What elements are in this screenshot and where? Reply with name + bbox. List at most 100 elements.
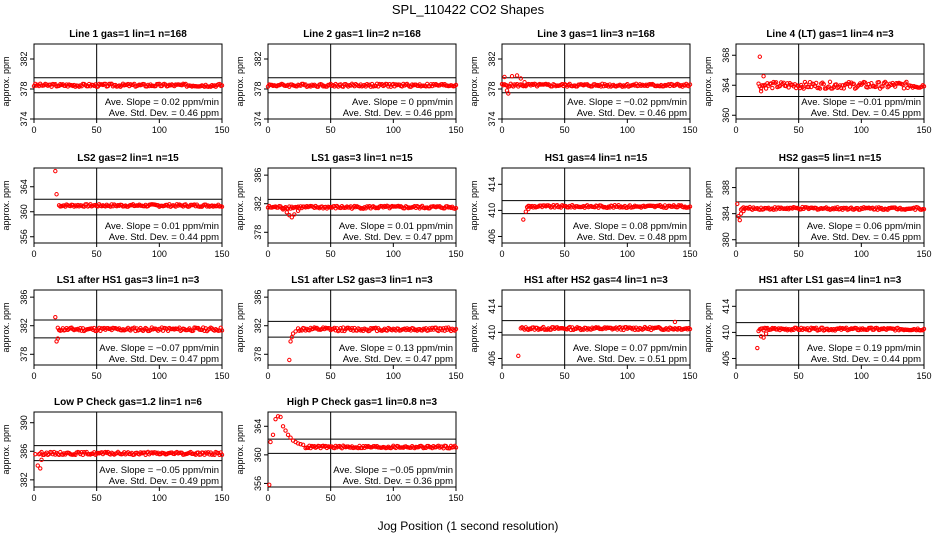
x-tick-label: 100 — [386, 125, 401, 135]
x-tick-label: 0 — [733, 371, 738, 381]
slope-annotation: Ave. Slope = −0.05 ppm/min — [99, 465, 219, 476]
chart-svg: LS1 after LS2 gas=3 lin=1 n=3 0 50 100 150 37… — [235, 275, 464, 381]
data-point — [755, 345, 760, 351]
x-tick-label: 150 — [682, 249, 697, 259]
data-point — [283, 428, 288, 433]
chart-svg: Low P Check gas=1.2 lin=1 n=6 0 50 100 150 38… — [1, 397, 230, 503]
data-point — [756, 328, 761, 334]
x-tick-label: 100 — [152, 125, 167, 135]
plot-frame — [267, 43, 457, 120]
chart-panel: HS1 after HS2 gas=4 lin=1 n=3 0 50 100 150 40… — [468, 270, 702, 400]
chart-panel: Line 2 gas=1 lin=2 n=168 0 50 100 150 374 378 3… — [234, 24, 468, 154]
y-tick-label: 380 — [721, 232, 731, 247]
y-tick-label: 406 — [487, 229, 497, 244]
data-point — [770, 85, 775, 91]
data-point — [737, 217, 742, 223]
x-tick-label: 100 — [854, 125, 869, 135]
stddev-annotation: Ave. Std. Dev. = 0.45 ppm — [811, 232, 921, 243]
chart-panel: HS1 gas=4 lin=1 n=15 0 50 100 150 406 410 414 ap… — [468, 148, 702, 278]
chart-panel: HS2 gas=5 lin=1 n=15 0 50 100 150 380 384 388 ap… — [702, 148, 936, 278]
y-tick-label: 378 — [253, 81, 263, 96]
data-point — [846, 80, 852, 85]
x-tick-label: 150 — [916, 371, 931, 381]
slope-annotation: Ave. Slope = 0.07 ppm/min — [573, 343, 687, 354]
x-tick-label: 150 — [214, 125, 229, 135]
slope-annotation: Ave. Slope = 0.01 ppm/min — [339, 221, 453, 232]
chart-svg: Line 1 gas=1 lin=1 n=168 0 50 100 150 374 378 3… — [1, 29, 230, 135]
data-point — [273, 416, 278, 422]
y-tick-label: 382 — [19, 318, 29, 333]
chart-title: Line 2 gas=1 lin=2 n=168 — [303, 29, 421, 40]
data-point — [268, 439, 273, 445]
data-point — [827, 79, 833, 85]
data-point — [453, 445, 459, 450]
y-tick-label: 382 — [253, 318, 263, 333]
data-point — [33, 451, 38, 457]
chart-title: Line 4 (LT) gas=1 lin=4 n=3 — [766, 29, 894, 40]
x-tick-label: 150 — [214, 493, 229, 503]
data-point — [817, 86, 823, 91]
data-point — [741, 208, 746, 214]
y-tick-label: 368 — [721, 48, 731, 63]
y-tick-label: 382 — [253, 196, 263, 211]
plot-frame — [501, 43, 691, 120]
y-tick-label: 386 — [19, 290, 29, 305]
x-tick-label: 50 — [92, 249, 102, 259]
chart-svg: Line 2 gas=1 lin=2 n=168 0 50 100 150 374 378 3… — [235, 29, 464, 135]
chart-svg: LS2 gas=2 lin=1 n=15 0 50 100 150 356 360 364 ap… — [1, 153, 230, 259]
y-tick-label: 414 — [721, 299, 731, 314]
x-tick-label: 150 — [214, 371, 229, 381]
x-tick-label: 150 — [214, 249, 229, 259]
data-point — [219, 83, 225, 88]
y-axis-label: approx. ppm — [1, 180, 11, 230]
chart-title: LS2 gas=2 lin=1 n=15 — [77, 153, 179, 164]
data-point — [275, 414, 281, 419]
y-tick-label: 406 — [721, 351, 731, 366]
x-tick-label: 0 — [265, 493, 270, 503]
data-point — [502, 74, 507, 80]
y-tick-label: 410 — [487, 203, 497, 218]
x-tick-label: 100 — [386, 371, 401, 381]
y-axis-label: approx. ppm — [1, 302, 11, 352]
data-point — [763, 86, 769, 91]
chart-svg: HS1 after LS1 gas=4 lin=1 n=3 0 50 100 150 40… — [703, 275, 932, 381]
data-point — [761, 335, 766, 340]
data-point — [518, 76, 523, 81]
x-tick-label: 0 — [31, 249, 36, 259]
data-point — [523, 209, 529, 214]
stddev-annotation: Ave. Std. Dev. = 0.48 ppm — [577, 232, 687, 243]
data-point — [786, 85, 791, 90]
data-point — [219, 328, 225, 333]
stddev-annotation: Ave. Std. Dev. = 0.46 ppm — [343, 108, 453, 119]
data-point — [801, 86, 806, 91]
y-tick-label: 374 — [19, 111, 29, 126]
data-point — [298, 441, 303, 447]
data-point — [672, 319, 678, 325]
data-point — [509, 74, 515, 79]
data-point — [453, 82, 459, 88]
chart-svg: LS1 after HS1 gas=3 lin=1 n=3 0 50 100 150 37… — [1, 275, 230, 381]
slope-annotation: Ave. Slope = 0 ppm/min — [352, 97, 453, 108]
data-point — [35, 463, 40, 468]
chart-title: Line 3 gas=1 lin=3 n=168 — [537, 29, 655, 40]
x-tick-label: 0 — [499, 249, 504, 259]
data-point — [736, 214, 741, 219]
stddev-annotation: Ave. Std. Dev. = 0.47 ppm — [343, 354, 453, 365]
y-tick-label: 410 — [487, 325, 497, 340]
stddev-annotation: Ave. Std. Dev. = 0.45 ppm — [811, 108, 921, 119]
chart-title: HS1 after LS1 gas=4 lin=1 n=3 — [759, 275, 902, 286]
data-point — [806, 84, 811, 90]
x-tick-label: 0 — [499, 371, 504, 381]
data-point — [453, 326, 459, 332]
data-point — [874, 84, 879, 89]
data-point — [758, 89, 764, 94]
plot-frame — [33, 411, 223, 488]
x-tick-label: 150 — [448, 493, 463, 503]
chart-panel: LS1 gas=3 lin=1 n=15 0 50 100 150 378 382 386 ap… — [234, 148, 468, 278]
y-tick-label: 364 — [253, 419, 263, 434]
y-axis-label: approx. ppm — [235, 302, 245, 352]
data-point — [285, 432, 291, 438]
chart-svg: LS1 gas=3 lin=1 n=15 0 50 100 150 378 382 386 ap… — [235, 153, 464, 259]
plot-frame — [33, 43, 223, 120]
y-tick-label: 374 — [487, 111, 497, 126]
